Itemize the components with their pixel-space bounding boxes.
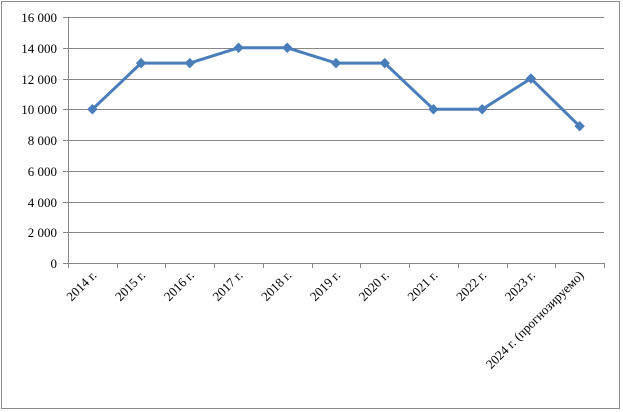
x-tick-label: 2014 г.	[63, 268, 99, 304]
axes	[63, 17, 605, 268]
x-axis-tick-labels: 2014 г. 2015 г. 2016 г. 2017 г. 2018 г. 2019 …	[63, 268, 587, 372]
data-point-marker	[282, 42, 293, 53]
data-point-marker	[184, 57, 196, 69]
y-tick-label: 8 000	[28, 133, 57, 148]
x-tick-label: 2016 г.	[161, 268, 197, 304]
series-line-group	[87, 42, 585, 132]
y-tick-label: 0	[51, 256, 58, 271]
x-tick-label: 2022 г.	[453, 268, 489, 304]
x-tick-label: 2024 г. (прогнозируемо)	[483, 268, 587, 372]
y-tick-label: 16 000	[21, 10, 57, 25]
data-point-marker	[428, 104, 439, 115]
x-tick-label: 2015 г.	[112, 268, 148, 304]
data-point-marker	[87, 104, 98, 115]
data-point-marker	[233, 42, 244, 53]
y-tick-label: 4 000	[28, 195, 57, 210]
y-tick-label: 2 000	[28, 225, 57, 240]
x-tick-label: 2017 г.	[209, 268, 245, 304]
y-tick-label: 6 000	[28, 164, 57, 179]
y-tick-label: 10 000	[21, 102, 57, 117]
y-tick-label: 12 000	[21, 72, 57, 87]
data-point-marker	[574, 120, 585, 132]
x-tick-label: 2020 г.	[356, 268, 392, 304]
gridlines	[68, 17, 604, 233]
x-tick-label: 2021 г.	[404, 268, 440, 304]
y-tick-label: 14 000	[21, 41, 57, 56]
data-point-marker	[525, 73, 537, 84]
x-tick-label: 2018 г.	[258, 268, 294, 304]
data-point-marker	[330, 57, 342, 69]
data-point-marker	[135, 57, 147, 69]
x-tick-label: 2023 г.	[502, 268, 538, 304]
data-point-marker	[476, 104, 488, 115]
x-tick-label: 2019 г.	[307, 268, 343, 304]
data-point-marker	[379, 57, 390, 69]
y-axis-tick-labels: 0 2 000 4 000 6 000 8 000 10 000 12 000 14 000 1…	[21, 10, 57, 271]
